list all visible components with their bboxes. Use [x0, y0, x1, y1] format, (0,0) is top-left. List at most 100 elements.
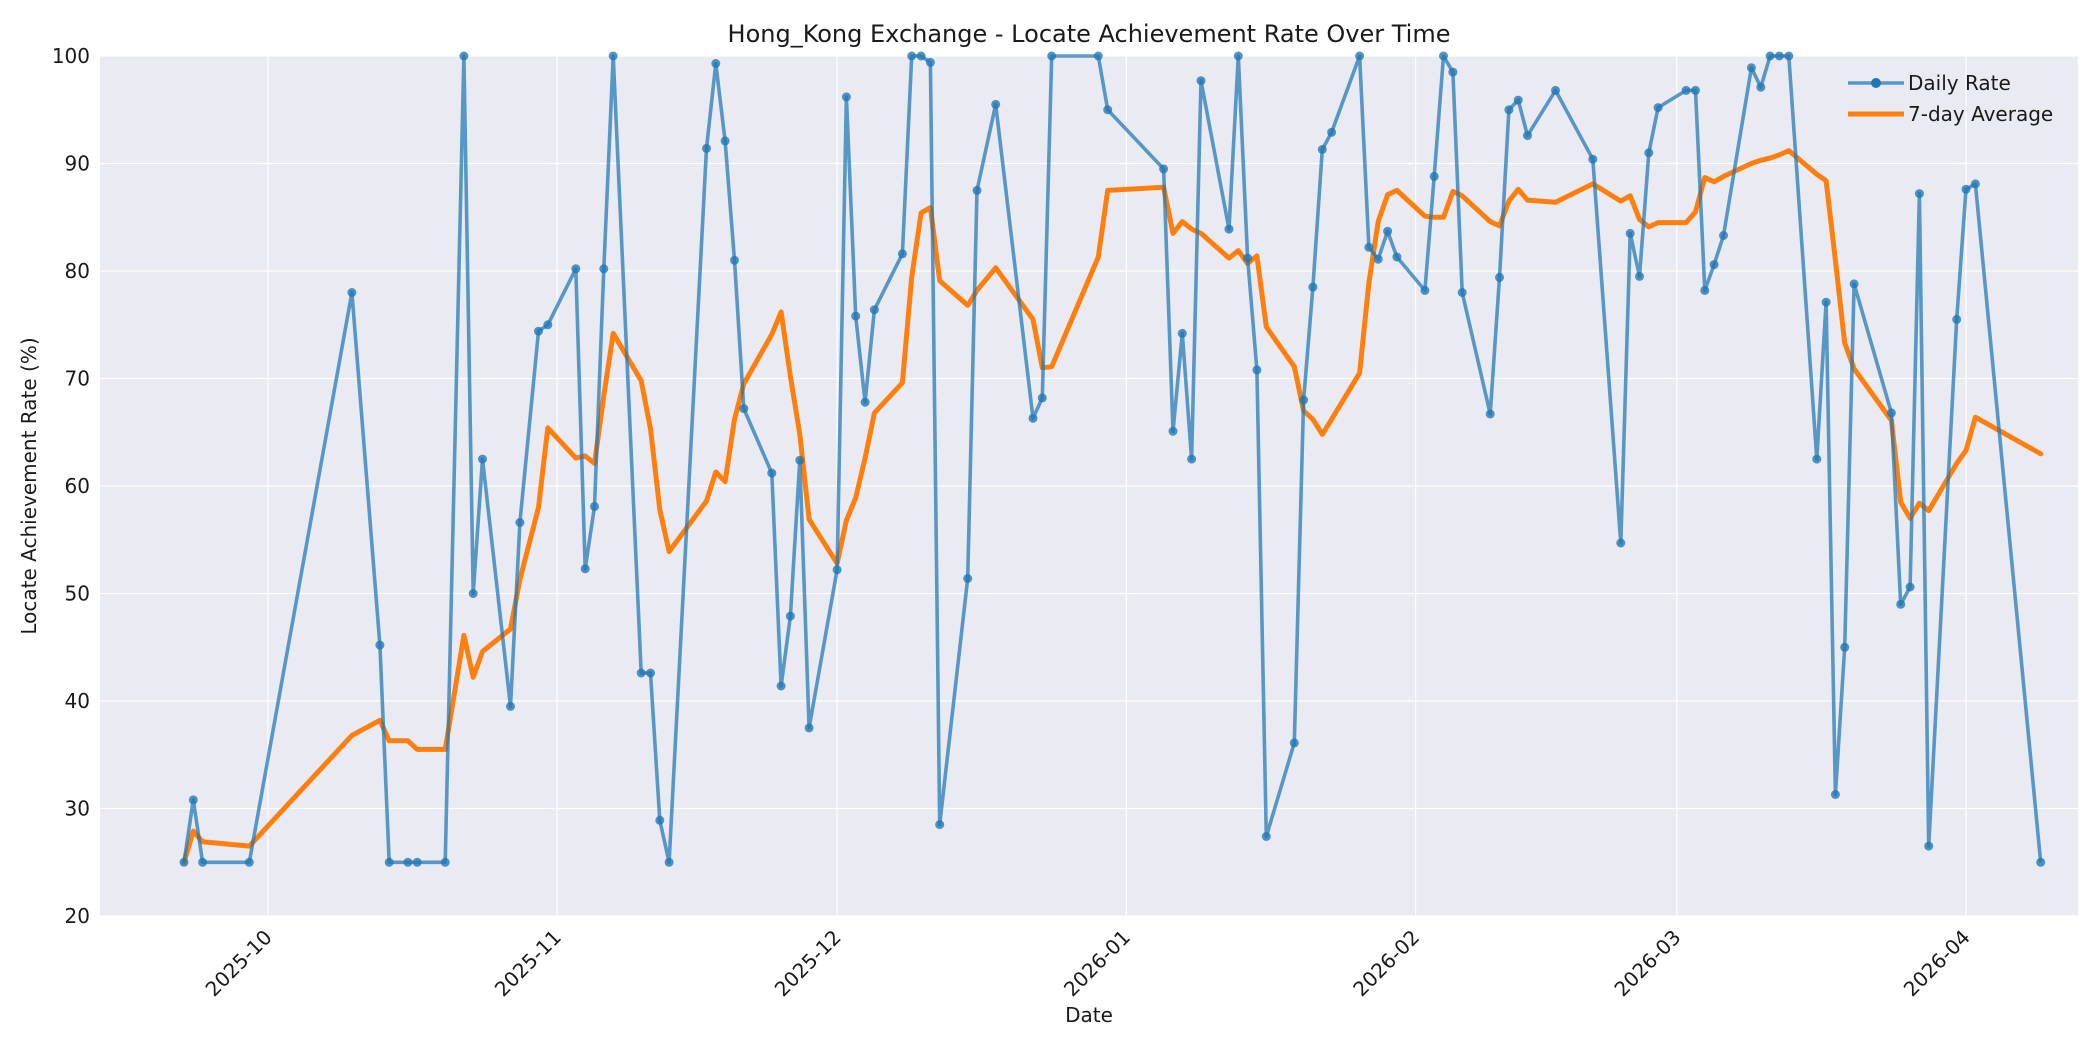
data-point-daily-rate [972, 185, 982, 195]
data-point-daily-rate [767, 468, 777, 478]
data-point-daily-rate [608, 51, 618, 61]
data-point-daily-rate [1308, 282, 1318, 292]
data-point-daily-rate [1924, 841, 1934, 851]
data-point-daily-rate [1709, 260, 1719, 270]
data-point-daily-rate [1420, 285, 1430, 295]
data-point-daily-rate [440, 857, 450, 867]
data-point-daily-rate [1448, 67, 1458, 77]
data-point-daily-rate [907, 51, 917, 61]
data-point-daily-rate [1970, 179, 1980, 189]
data-point-daily-rate [1625, 228, 1635, 238]
data-point-daily-rate [1327, 127, 1337, 137]
data-point-daily-rate [1299, 395, 1309, 405]
legend-daily-rate-label: Daily Rate [1908, 71, 2011, 95]
data-point-daily-rate [1774, 51, 1784, 61]
data-point-daily-rate [664, 857, 674, 867]
data-point-daily-rate [1952, 314, 1962, 324]
x-axis-label: Date [1065, 1003, 1113, 1027]
data-point-daily-rate [832, 565, 842, 575]
data-point-daily-rate [515, 518, 525, 527]
data-point-daily-rate [571, 264, 581, 274]
data-point-daily-rate [534, 326, 543, 336]
data-point-daily-rate [1849, 279, 1859, 289]
legend-daily-rate-marker [1871, 78, 1881, 88]
data-point-daily-rate [991, 99, 1001, 109]
data-point-daily-rate [1159, 164, 1169, 174]
data-point-daily-rate [1355, 51, 1365, 61]
data-point-daily-rate [916, 51, 926, 61]
data-point-daily-rate [1093, 51, 1103, 61]
y-tick-label: 40 [65, 689, 90, 713]
y-axis-label: Locate Achievement Rate (%) [17, 337, 41, 634]
data-point-daily-rate [1373, 254, 1383, 264]
data-point-daily-rate [1635, 271, 1644, 281]
data-point-daily-rate [1364, 242, 1374, 252]
data-point-daily-rate [1905, 582, 1915, 592]
data-point-daily-rate [2036, 857, 2046, 867]
data-point-daily-rate [1187, 454, 1197, 464]
data-point-daily-rate [478, 454, 487, 464]
data-point-daily-rate [1691, 85, 1700, 95]
data-point-daily-rate [1719, 231, 1728, 240]
series-daily-rate [179, 51, 2046, 867]
data-point-daily-rate [1821, 297, 1831, 307]
data-point-daily-rate [1485, 409, 1495, 419]
data-point-daily-rate [1653, 103, 1663, 113]
data-point-daily-rate [1830, 790, 1840, 799]
data-point-daily-rate [711, 59, 721, 68]
data-point-daily-rate [403, 857, 413, 867]
data-point-daily-rate [1914, 189, 1924, 199]
y-tick-label: 50 [65, 582, 90, 606]
data-point-daily-rate [1317, 145, 1327, 154]
chart-legend: Daily Rate 7-day Average [1848, 71, 2053, 126]
y-tick-label: 20 [65, 904, 90, 928]
data-point-daily-rate [1383, 226, 1393, 236]
y-tick-label: 100 [52, 44, 90, 68]
data-point-daily-rate [1168, 426, 1178, 436]
data-point-daily-rate [1252, 365, 1262, 375]
data-point-daily-rate [1523, 131, 1532, 141]
data-point-daily-rate [841, 92, 851, 102]
data-point-daily-rate [869, 305, 879, 315]
data-point-daily-rate [198, 857, 208, 867]
data-point-daily-rate [739, 404, 749, 414]
data-point-daily-rate [730, 255, 739, 265]
data-point-daily-rate [599, 264, 609, 274]
data-point-daily-rate [1177, 328, 1187, 338]
data-point-daily-rate [897, 249, 907, 259]
data-point-daily-rate [1504, 105, 1514, 115]
data-point-daily-rate [1457, 288, 1467, 297]
data-point-daily-rate [543, 320, 553, 330]
data-point-daily-rate [1616, 538, 1626, 548]
data-point-daily-rate [720, 136, 730, 146]
y-tick-label: 60 [65, 474, 90, 498]
data-point-daily-rate [468, 589, 478, 598]
data-point-daily-rate [1896, 599, 1906, 609]
data-point-daily-rate [1756, 82, 1766, 92]
data-point-daily-rate [1961, 184, 1971, 194]
data-point-daily-rate [702, 143, 711, 153]
data-point-daily-rate [1588, 154, 1598, 164]
data-point-daily-rate [935, 820, 945, 830]
y-tick-label: 80 [65, 259, 90, 283]
data-point-daily-rate [1840, 642, 1850, 652]
data-point-daily-rate [785, 611, 795, 621]
data-point-daily-rate [1103, 105, 1113, 115]
chart-title: Hong_Kong Exchange - Locate Achievement … [728, 20, 1451, 48]
data-point-daily-rate [804, 723, 814, 733]
data-point-daily-rate [925, 57, 935, 67]
data-point-daily-rate [1243, 253, 1253, 263]
data-point-daily-rate [1812, 454, 1822, 464]
y-tick-label: 30 [65, 797, 90, 821]
data-point-daily-rate [244, 857, 254, 867]
y-tick-label: 70 [65, 367, 90, 391]
data-point-daily-rate [1644, 148, 1654, 158]
data-point-daily-rate [1886, 408, 1896, 418]
data-point-daily-rate [1037, 393, 1047, 403]
legend-7-day-average-label: 7-day Average [1908, 102, 2053, 126]
data-point-daily-rate [636, 668, 646, 678]
data-point-daily-rate [179, 857, 189, 867]
data-point-daily-rate [1429, 171, 1439, 181]
